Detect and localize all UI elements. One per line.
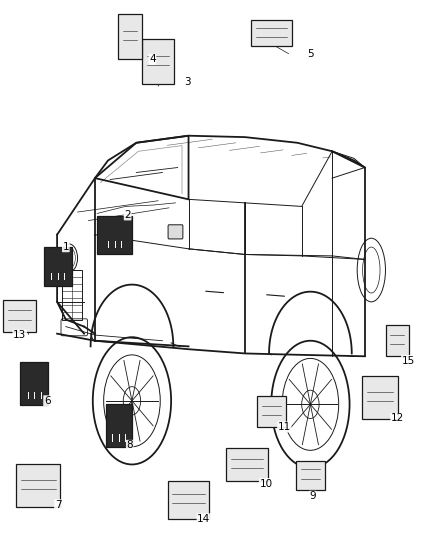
Text: 3: 3 xyxy=(184,77,191,87)
Text: 7: 7 xyxy=(55,500,61,510)
FancyBboxPatch shape xyxy=(118,14,141,59)
Text: 14: 14 xyxy=(197,514,210,524)
Text: 15: 15 xyxy=(402,356,415,366)
FancyBboxPatch shape xyxy=(44,247,72,286)
Text: 9: 9 xyxy=(309,491,316,501)
FancyBboxPatch shape xyxy=(168,225,183,239)
Text: 11: 11 xyxy=(278,422,291,432)
FancyBboxPatch shape xyxy=(386,325,409,356)
FancyBboxPatch shape xyxy=(97,216,132,254)
FancyBboxPatch shape xyxy=(16,464,60,507)
Bar xyxy=(62,270,82,319)
FancyBboxPatch shape xyxy=(296,461,325,489)
FancyBboxPatch shape xyxy=(257,396,286,427)
FancyBboxPatch shape xyxy=(142,39,174,84)
FancyBboxPatch shape xyxy=(3,300,36,332)
Text: 12: 12 xyxy=(391,414,404,424)
FancyBboxPatch shape xyxy=(20,361,48,405)
FancyBboxPatch shape xyxy=(168,481,209,519)
Text: 8: 8 xyxy=(127,440,133,450)
Text: 13: 13 xyxy=(13,330,26,340)
FancyBboxPatch shape xyxy=(226,448,268,481)
FancyBboxPatch shape xyxy=(251,20,292,46)
Text: 10: 10 xyxy=(259,479,272,489)
Text: 1: 1 xyxy=(63,241,69,252)
FancyBboxPatch shape xyxy=(362,376,398,419)
Text: 4: 4 xyxy=(149,54,156,64)
Text: 6: 6 xyxy=(44,396,50,406)
FancyBboxPatch shape xyxy=(106,404,132,447)
Text: 2: 2 xyxy=(124,210,131,220)
Text: 5: 5 xyxy=(307,49,314,59)
